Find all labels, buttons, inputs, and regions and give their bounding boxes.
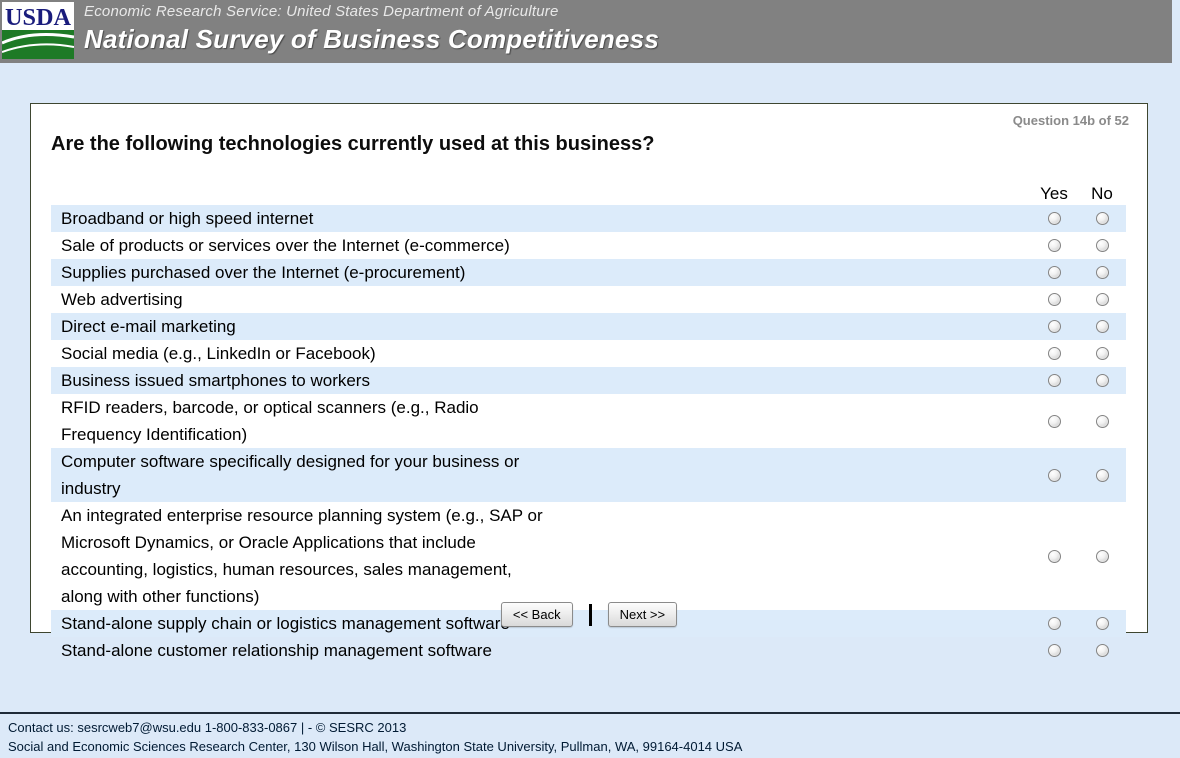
table-row: Broadband or high speed internet — [51, 205, 1126, 232]
radio-yes[interactable] — [1047, 293, 1061, 306]
radio-yes[interactable] — [1047, 644, 1061, 657]
row-label: Broadband or high speed internet — [61, 209, 314, 228]
question-panel: Question 14b of 52 Are the following tec… — [30, 103, 1148, 660]
navigation: << Back Next >> — [31, 602, 1147, 627]
radio-no[interactable] — [1095, 347, 1109, 360]
yes-cell — [1030, 205, 1078, 232]
yes-cell — [1030, 340, 1078, 367]
table-row: Supplies purchased over the Internet (e-… — [51, 259, 1126, 286]
table-row: Stand-alone customer relationship manage… — [51, 637, 1126, 664]
yes-cell — [1030, 286, 1078, 313]
radio-yes[interactable] — [1047, 212, 1061, 225]
table-row: RFID readers, barcode, or optical scanne… — [51, 394, 1126, 448]
radio-yes[interactable] — [1047, 617, 1061, 630]
footer-address-line: Social and Economic Sciences Research Ce… — [8, 739, 743, 754]
no-cell — [1078, 394, 1126, 448]
row-label: Sale of products or services over the In… — [61, 236, 510, 255]
yes-cell — [1030, 367, 1078, 394]
no-cell — [1078, 205, 1126, 232]
footer-contact-line: Contact us: sesrcweb7@wsu.edu 1-800-833-… — [8, 720, 407, 735]
survey-title: National Survey of Business Competitiven… — [84, 24, 659, 54]
back-button[interactable]: << Back — [500, 602, 573, 627]
yes-cell — [1030, 637, 1078, 664]
svg-text:USDA: USDA — [5, 5, 72, 31]
table-row: Sale of products or services over the In… — [51, 232, 1126, 259]
yes-cell — [1030, 394, 1078, 448]
technology-grid: Yes No Broadband or high speed internet … — [51, 178, 1126, 664]
table-row: An integrated enterprise resource planni… — [51, 502, 1126, 610]
no-cell — [1078, 286, 1126, 313]
no-cell — [1078, 610, 1126, 637]
row-label: Web advertising — [61, 290, 183, 309]
row-label: Supplies purchased over the Internet (e-… — [61, 263, 466, 282]
header-bar: USDA Economic Research Service: United S… — [0, 0, 1172, 63]
button-separator — [588, 603, 592, 626]
next-button[interactable]: Next >> — [607, 602, 678, 627]
radio-yes[interactable] — [1047, 549, 1061, 563]
radio-no[interactable] — [1095, 266, 1109, 279]
radio-no[interactable] — [1095, 468, 1109, 482]
question-counter: Question 14b of 52 — [1012, 113, 1129, 128]
no-cell — [1078, 448, 1126, 502]
no-cell — [1078, 259, 1126, 286]
radio-yes[interactable] — [1047, 320, 1061, 333]
row-label: Direct e-mail marketing — [61, 317, 236, 336]
radio-no[interactable] — [1095, 212, 1109, 225]
radio-yes[interactable] — [1047, 266, 1061, 279]
table-row: Web advertising — [51, 286, 1126, 313]
yes-cell — [1030, 259, 1078, 286]
table-row: Business issued smartphones to workers — [51, 367, 1126, 394]
column-headers: Yes No — [51, 178, 1126, 204]
table-row: Stand-alone supply chain or logistics ma… — [51, 610, 1126, 637]
radio-no[interactable] — [1095, 320, 1109, 333]
no-cell — [1078, 502, 1126, 610]
no-cell — [1078, 232, 1126, 259]
radio-no[interactable] — [1095, 293, 1109, 306]
no-cell — [1078, 637, 1126, 664]
usda-logo: USDA — [2, 2, 74, 59]
column-header-no: No — [1091, 184, 1113, 203]
technology-rows: Broadband or high speed internet Sale of… — [51, 205, 1126, 664]
table-row: Social media (e.g., LinkedIn or Facebook… — [51, 340, 1126, 367]
row-label: An integrated enterprise resource planni… — [61, 506, 543, 606]
table-row: Computer software specifically designed … — [51, 448, 1126, 502]
no-cell — [1078, 340, 1126, 367]
radio-no[interactable] — [1095, 239, 1109, 252]
radio-no[interactable] — [1095, 549, 1109, 563]
row-label: RFID readers, barcode, or optical scanne… — [61, 398, 479, 444]
radio-yes[interactable] — [1047, 468, 1061, 482]
radio-yes[interactable] — [1047, 347, 1061, 360]
yes-cell — [1030, 610, 1078, 637]
agency-line: Economic Research Service: United States… — [84, 3, 559, 20]
yes-cell — [1030, 313, 1078, 340]
row-label: Stand-alone supply chain or logistics ma… — [61, 614, 510, 633]
no-cell — [1078, 313, 1126, 340]
radio-no[interactable] — [1095, 414, 1109, 428]
question-title: Are the following technologies currently… — [51, 133, 655, 155]
yes-cell — [1030, 232, 1078, 259]
row-label: Computer software specifically designed … — [61, 452, 520, 498]
row-label: Social media (e.g., LinkedIn or Facebook… — [61, 344, 376, 363]
table-row: Direct e-mail marketing — [51, 313, 1126, 340]
no-cell — [1078, 367, 1126, 394]
radio-yes[interactable] — [1047, 414, 1061, 428]
radio-no[interactable] — [1095, 617, 1109, 630]
radio-no[interactable] — [1095, 644, 1109, 657]
column-header-yes: Yes — [1040, 184, 1068, 203]
yes-cell — [1030, 502, 1078, 610]
footer: Contact us: sesrcweb7@wsu.edu 1-800-833-… — [0, 712, 1180, 758]
usda-logo-icon: USDA — [2, 2, 74, 59]
row-label: Business issued smartphones to workers — [61, 371, 370, 390]
radio-yes[interactable] — [1047, 239, 1061, 252]
radio-no[interactable] — [1095, 374, 1109, 387]
radio-yes[interactable] — [1047, 374, 1061, 387]
row-label: Stand-alone customer relationship manage… — [61, 641, 492, 660]
yes-cell — [1030, 448, 1078, 502]
